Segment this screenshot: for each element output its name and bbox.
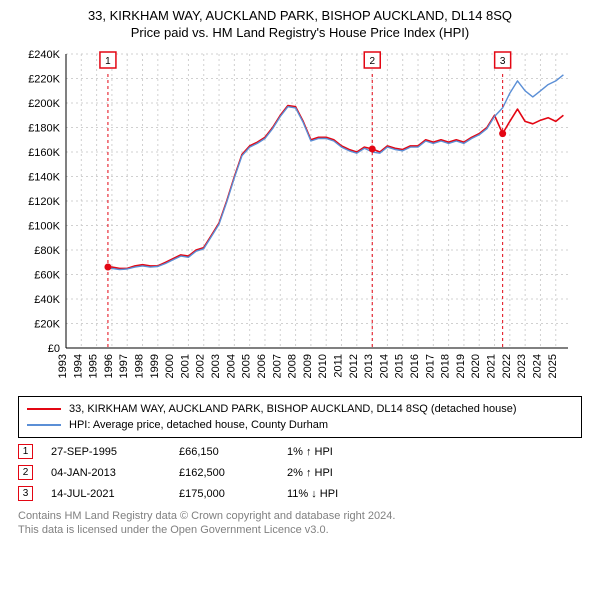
svg-text:2015: 2015 — [394, 354, 406, 378]
svg-text:£60K: £60K — [34, 270, 60, 282]
event-badge: 3 — [18, 486, 33, 501]
svg-text:2019: 2019 — [455, 354, 467, 378]
svg-text:£240K: £240K — [28, 49, 60, 61]
svg-text:2007: 2007 — [271, 354, 283, 378]
svg-text:£180K: £180K — [28, 123, 60, 135]
svg-text:2020: 2020 — [470, 354, 482, 378]
svg-text:2014: 2014 — [378, 354, 390, 378]
svg-text:2006: 2006 — [256, 354, 268, 378]
svg-text:2016: 2016 — [409, 354, 421, 378]
svg-text:2012: 2012 — [348, 354, 360, 378]
svg-text:2001: 2001 — [179, 354, 191, 378]
svg-text:£80K: £80K — [34, 245, 60, 257]
legend-label-property: 33, KIRKHAM WAY, AUCKLAND PARK, BISHOP A… — [69, 401, 517, 417]
svg-text:2004: 2004 — [225, 354, 237, 378]
svg-text:2023: 2023 — [516, 354, 528, 378]
legend-row-property: 33, KIRKHAM WAY, AUCKLAND PARK, BISHOP A… — [27, 401, 573, 417]
legend-swatch-property — [27, 408, 61, 410]
svg-text:2000: 2000 — [164, 354, 176, 378]
svg-text:1993: 1993 — [57, 354, 69, 378]
svg-text:2002: 2002 — [195, 354, 207, 378]
event-row: 3 14-JUL-2021 £175,000 11% ↓ HPI — [18, 486, 582, 501]
svg-text:2011: 2011 — [332, 354, 344, 378]
svg-text:1995: 1995 — [88, 354, 100, 378]
svg-text:2025: 2025 — [547, 354, 559, 378]
event-row: 1 27-SEP-1995 £66,150 1% ↑ HPI — [18, 444, 582, 459]
svg-text:2: 2 — [369, 56, 375, 67]
svg-text:1999: 1999 — [149, 354, 161, 378]
legend-swatch-hpi — [27, 424, 61, 426]
svg-text:2013: 2013 — [363, 354, 375, 378]
svg-text:2005: 2005 — [241, 354, 253, 378]
svg-text:£140K: £140K — [28, 172, 60, 184]
event-badge: 2 — [18, 465, 33, 480]
event-delta: 11% ↓ HPI — [287, 488, 338, 500]
event-row: 2 04-JAN-2013 £162,500 2% ↑ HPI — [18, 465, 582, 480]
svg-text:£20K: £20K — [34, 319, 60, 331]
svg-text:3: 3 — [500, 56, 506, 67]
chart: £0 £20K £40K £60K £80K £100K £120K £140K £160K £1… — [16, 48, 584, 388]
svg-text:2024: 2024 — [531, 354, 543, 378]
legend-label-hpi: HPI: Average price, detached house, Coun… — [69, 417, 328, 433]
event-price: £66,150 — [179, 446, 269, 458]
svg-text:£200K: £200K — [28, 98, 60, 110]
event-delta: 2% ↑ HPI — [287, 467, 333, 479]
events-list: 1 27-SEP-1995 £66,150 1% ↑ HPI 2 04-JAN-2013 £… — [18, 444, 582, 501]
event-delta: 1% ↑ HPI — [287, 446, 333, 458]
title-line-1: 33, KIRKHAM WAY, AUCKLAND PARK, BISHOP A… — [10, 8, 590, 23]
svg-text:2022: 2022 — [501, 354, 513, 378]
svg-text:£120K: £120K — [28, 196, 60, 208]
svg-text:2010: 2010 — [317, 354, 329, 378]
event-price: £175,000 — [179, 488, 269, 500]
svg-text:1: 1 — [105, 56, 111, 67]
event-date: 04-JAN-2013 — [51, 467, 161, 479]
svg-text:1994: 1994 — [72, 354, 84, 378]
svg-text:2017: 2017 — [424, 354, 436, 378]
footer-line-1: Contains HM Land Registry data © Crown c… — [18, 509, 582, 523]
title-line-2: Price paid vs. HM Land Registry's House … — [10, 25, 590, 40]
svg-text:£0: £0 — [48, 343, 60, 355]
svg-text:2021: 2021 — [486, 354, 498, 378]
legend: 33, KIRKHAM WAY, AUCKLAND PARK, BISHOP A… — [18, 396, 582, 438]
svg-text:£220K: £220K — [28, 74, 60, 86]
svg-text:£160K: £160K — [28, 147, 60, 159]
svg-text:2009: 2009 — [302, 354, 314, 378]
svg-text:2008: 2008 — [287, 354, 299, 378]
event-date: 27-SEP-1995 — [51, 446, 161, 458]
event-price: £162,500 — [179, 467, 269, 479]
event-date: 14-JUL-2021 — [51, 488, 161, 500]
svg-text:2003: 2003 — [210, 354, 222, 378]
legend-row-hpi: HPI: Average price, detached house, Coun… — [27, 417, 573, 433]
chart-svg: £0 £20K £40K £60K £80K £100K £120K £140K £160K £1… — [16, 48, 576, 388]
svg-text:1998: 1998 — [134, 354, 146, 378]
svg-text:£100K: £100K — [28, 221, 60, 233]
svg-text:1997: 1997 — [118, 354, 130, 378]
svg-text:2018: 2018 — [440, 354, 452, 378]
svg-text:£40K: £40K — [34, 294, 60, 306]
event-badge: 1 — [18, 444, 33, 459]
footer: Contains HM Land Registry data © Crown c… — [18, 509, 582, 537]
footer-line-2: This data is licensed under the Open Gov… — [18, 523, 582, 537]
svg-text:1996: 1996 — [103, 354, 115, 378]
